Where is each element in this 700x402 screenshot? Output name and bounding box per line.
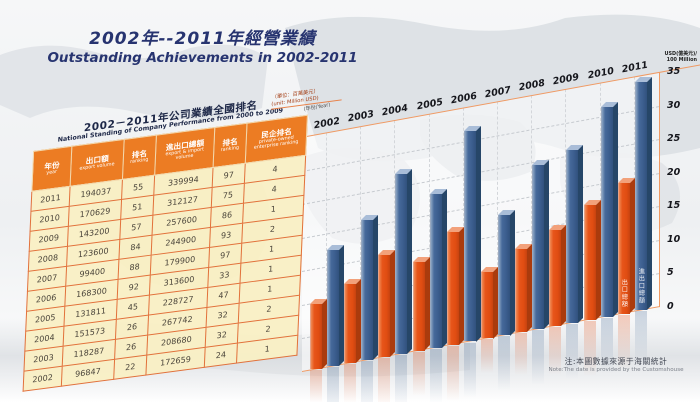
bar-front <box>617 183 630 314</box>
bar-export-2007 <box>481 266 498 339</box>
bar-reflection <box>583 320 596 376</box>
bar-series-label: 出口總額 <box>620 278 628 308</box>
bar-reflection <box>600 317 613 373</box>
y-tick-5: 5 <box>667 267 674 279</box>
bar-front <box>344 283 357 364</box>
bar-front <box>446 231 459 345</box>
bar-export-2006 <box>446 226 464 345</box>
y-tick-25: 25 <box>667 133 681 145</box>
y-tick-15: 15 <box>667 200 681 212</box>
y-tick-35: 35 <box>667 66 681 77</box>
bar-reflection <box>344 364 357 402</box>
bar-reflection <box>395 354 408 402</box>
bar-export-2002 <box>310 299 327 370</box>
bar-front <box>361 220 374 361</box>
bar-front <box>515 249 528 333</box>
column-header-ranking: 排名 ranking <box>122 134 157 180</box>
table-cell: 24 <box>204 342 238 367</box>
bar-side-face <box>595 200 601 320</box>
bar-side-face <box>561 224 567 326</box>
bar-total-2002 <box>327 245 344 367</box>
bar-total-2008 <box>532 159 550 330</box>
bar-front <box>583 205 596 320</box>
bar-front <box>412 262 425 351</box>
bar-front <box>378 255 391 358</box>
bar-front <box>327 250 339 367</box>
bar-reflection <box>617 314 630 370</box>
table-cell: 22 <box>113 354 147 379</box>
bar-export-2010 <box>583 200 601 320</box>
bar-side-face <box>629 178 635 314</box>
bar-reflection <box>412 351 425 397</box>
bar-reflection <box>566 323 579 379</box>
page-title-chinese: 2002年--2011年經營業績 <box>89 29 316 49</box>
bar-side-face <box>322 299 327 370</box>
y-tick-10: 10 <box>667 233 681 245</box>
bar-total-2010 <box>600 102 618 317</box>
bar-export-2008 <box>515 244 533 333</box>
bar-reflection <box>498 336 510 392</box>
bar-side-face <box>493 266 498 339</box>
bar-side-face <box>424 257 430 351</box>
column-header-ranking: 排名 ranking <box>213 122 248 168</box>
bar-total-2003 <box>361 215 379 361</box>
bar-front <box>310 304 322 370</box>
bar-side-face <box>527 244 533 333</box>
bar-total-2009 <box>566 144 584 323</box>
bar-reflection <box>361 361 374 402</box>
page-title-english: Outstanding Achievements in 2002-2011 <box>47 50 358 66</box>
bar-side-face <box>646 77 652 311</box>
column-header-year: 年份 year <box>31 146 72 192</box>
y-axis-unit-line1: USD(億美元)/ <box>664 51 697 57</box>
bar-front <box>600 107 613 317</box>
bar-total-2011: 進出口總額 <box>634 77 652 311</box>
bar-reflection <box>549 326 562 375</box>
bar-front <box>463 130 476 342</box>
bar-reflection <box>378 358 391 402</box>
y-tick-30: 30 <box>667 99 681 111</box>
bar-front <box>634 82 647 311</box>
bar-front <box>429 194 442 348</box>
bar-reflection <box>310 370 322 402</box>
bar-series-label: 進出口總額 <box>637 268 645 305</box>
bar-export-2005 <box>412 257 430 351</box>
performance-table: 年份 year 出口額 export volume 排名 ranking 進出口總額 expo… <box>23 114 308 391</box>
y-axis-unit-label: USD(億美元)/ 100 Million <box>643 51 697 64</box>
bar-front <box>481 271 493 339</box>
bar-side-face <box>356 278 362 364</box>
bar-side-face <box>458 226 464 345</box>
bar-front <box>566 149 579 323</box>
bar-reflection <box>446 345 459 401</box>
y-axis-unit-line2: 100 Million <box>666 56 697 63</box>
bar-reflection <box>429 348 442 402</box>
bar-reflection <box>532 330 545 386</box>
bar-reflection <box>327 367 339 402</box>
y-tick-20: 20 <box>667 166 681 178</box>
bar-total-2007 <box>498 209 515 336</box>
y-tick-0: 0 <box>667 301 674 312</box>
source-note: 注:本圖數據來源于海關統計 Note:The date is provided … <box>535 356 697 373</box>
ranking-table-panel: （單位：百萬美元） (unit: Million USD) 2002－2011年… <box>23 85 343 391</box>
bar-front <box>532 164 545 330</box>
bar-reflection <box>634 311 647 367</box>
bar-side-face <box>390 250 396 358</box>
bar-total-2006 <box>463 125 481 342</box>
bar-reflection <box>515 333 528 375</box>
source-note-chinese: 注:本圖數據來源于海關統計 <box>564 357 668 366</box>
bar-total-2004 <box>395 169 413 354</box>
bar-export-2011: 出口總額 <box>617 178 635 314</box>
performance-table-body: 2011 194037 55 339994 97 4 2010 170629 51 312127 7… <box>23 154 306 391</box>
bar-reflection <box>463 342 476 398</box>
bar-front <box>395 174 408 354</box>
bar-export-2009 <box>549 224 567 326</box>
bar-export-2003 <box>344 278 362 364</box>
bar-export-2004 <box>378 250 396 358</box>
bar-reflection <box>481 339 493 373</box>
bar-front <box>498 214 510 336</box>
bar-total-2005 <box>429 189 447 348</box>
bar-front <box>549 229 562 326</box>
source-note-english: Note:The date is provided by the Customs… <box>548 367 684 373</box>
page-title: 2002年--2011年經營業績 Outstanding Achievement… <box>30 24 375 66</box>
